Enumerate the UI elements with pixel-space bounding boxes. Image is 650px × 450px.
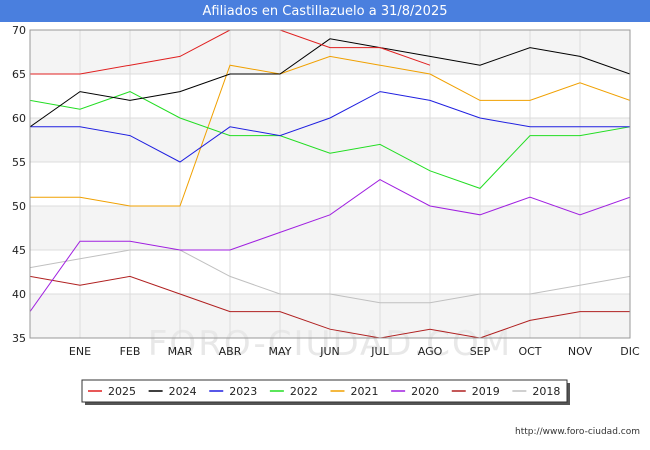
chart-title: Afiliados en Castillazuelo a 31/8/2025 — [0, 0, 650, 22]
legend-label-2025: 2025 — [108, 385, 136, 398]
x-tick-label: JUN — [319, 345, 340, 358]
series-line-2019 — [30, 275, 630, 338]
watermark: FORO-CIUDAD.COM — [148, 324, 512, 364]
x-tick-label: AGO — [418, 345, 443, 358]
y-tick-label: 65 — [12, 68, 26, 81]
y-tick-label: 35 — [12, 332, 26, 345]
x-tick-label: DIC — [620, 345, 640, 358]
x-tick-label: JUL — [370, 345, 389, 358]
footer-url[interactable]: http://www.foro-ciudad.com — [515, 427, 640, 437]
legend-label-2023: 2023 — [229, 385, 257, 398]
y-tick-label: 40 — [12, 288, 26, 301]
legend-label-2018: 2018 — [532, 385, 560, 398]
x-tick-label: SEP — [470, 345, 491, 358]
y-tick-label: 45 — [12, 244, 26, 257]
legend-label-2019: 2019 — [472, 385, 500, 398]
x-tick-label: MAR — [168, 345, 193, 358]
series-line-2018 — [30, 249, 630, 304]
legend-box — [81, 379, 568, 403]
x-tick-label: OCT — [518, 345, 541, 358]
x-tick-label: ENE — [69, 345, 91, 358]
x-tick-label: MAY — [269, 345, 292, 358]
legend-label-2024: 2024 — [169, 385, 197, 398]
y-tick-label: 60 — [12, 112, 26, 125]
series-line-2023 — [30, 91, 630, 163]
y-tick-label: 55 — [12, 156, 26, 169]
x-tick-label: ABR — [219, 345, 242, 358]
series-line-2020 — [30, 179, 630, 312]
legend-label-2020: 2020 — [411, 385, 439, 398]
axes: 35 40 45 50 55 60 65 70 ENE FEB MAR ABR MAY JUN JUL AGO… — [12, 24, 640, 358]
series-line-2025 — [30, 30, 431, 75]
legend-label-2022: 2022 — [290, 385, 318, 398]
x-tick-label: FEB — [120, 345, 141, 358]
legend: 2025 2024 2023 2022 2021 2020 2019 2018 — [81, 379, 570, 405]
series-line-2022 — [30, 91, 630, 189]
y-tick-label: 50 — [12, 200, 26, 213]
plot-frame — [29, 29, 631, 339]
legend-label-2021: 2021 — [351, 385, 379, 398]
series-lines — [30, 30, 630, 338]
series-line-2021 — [30, 55, 630, 207]
series-line-2024 — [30, 38, 630, 128]
x-tick-label: NOV — [568, 345, 593, 358]
y-tick-label: 70 — [12, 24, 26, 37]
